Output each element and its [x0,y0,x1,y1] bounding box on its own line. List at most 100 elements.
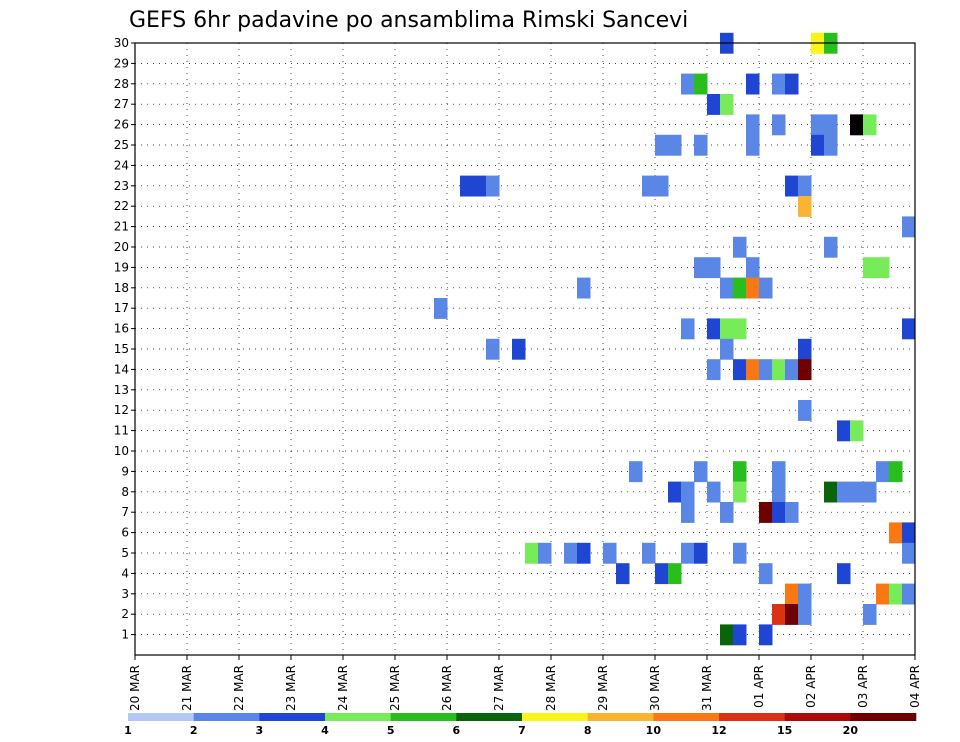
y-tick-label: 13 [114,383,129,397]
heatmap-cell [707,481,721,503]
x-axis: 20 MAR 21 MAR 22 MAR 23 MAR 24 MAR 25 MAR 26 M… [128,655,922,711]
heatmap-cell [785,175,799,197]
heatmap-cell [889,522,903,544]
heatmap-cell [785,73,799,95]
heatmap-cell [863,114,877,136]
colorbar-label: 2 [190,724,198,737]
heatmap-cell [707,359,721,381]
heatmap-cell [655,134,669,156]
y-tick-label: 24 [114,158,129,172]
colorbar: 1 2 3 4 5 6 7 8 10 12 15 20 [124,713,917,737]
y-tick-label: 29 [114,56,129,70]
heatmap-cell [733,359,747,381]
heatmap-cell [902,583,916,605]
heatmap-cell [694,73,708,95]
heatmap-cell [759,277,773,299]
x-tick-label: 29 MAR [596,665,610,711]
heatmap-cell [863,604,877,625]
y-tick-label: 19 [114,260,129,274]
heatmap-cell [876,461,890,483]
y-tick-label: 22 [114,199,129,213]
heatmap-cell [785,359,799,381]
heatmap-cell [772,114,786,136]
heatmap-cell [746,73,760,95]
colorbar-swatch [653,713,720,721]
heatmap-cell [681,542,695,564]
heatmap-cell [850,114,864,136]
heatmap-cell [707,257,721,279]
y-tick-label: 7 [121,505,129,519]
heatmap-cell [668,481,682,503]
y-axis: 1234567891011121314151617181920212223242… [114,36,135,642]
y-tick-label: 15 [114,342,129,356]
heatmap-cell [564,542,578,564]
x-tick-label: 22 MAR [232,665,246,711]
heatmap-cell [837,481,851,503]
heatmap-cell [850,481,864,503]
heatmap-cell [694,461,708,483]
colorbar-swatch [784,713,851,721]
colorbar-swatch [193,713,260,721]
heatmap-cell [824,114,838,136]
heatmap-cell [681,481,695,503]
heatmap-cell [577,542,591,564]
heatmap-cell [655,175,669,197]
colorbar-swatch [850,713,917,721]
heatmap-cell [759,502,773,523]
heatmap-cell [460,175,474,197]
heatmap-cell [720,624,734,646]
heatmap-cell [720,318,734,340]
heatmap-cell [759,563,773,585]
heatmap-cell [902,522,916,544]
heatmap-cell [850,420,864,442]
heatmap-cell [772,359,786,381]
heatmap-cell [746,114,760,136]
heatmap-cell [642,175,656,197]
colorbar-label: 15 [777,724,792,737]
heatmap-cell [694,257,708,279]
heatmap-cell [798,583,812,605]
heatmap-cell [798,400,812,421]
colorbar-swatch [456,713,523,721]
colorbar-label: 5 [387,724,395,737]
heatmap-cell [681,318,695,340]
y-tick-label: 9 [121,464,129,478]
heatmap-cell [837,420,851,442]
y-tick-label: 6 [121,526,129,540]
chart-title: GEFS 6hr padavine po ansamblima Rimski S… [129,8,688,33]
heatmap-cell [486,338,500,360]
heatmap-cell [746,277,760,299]
heatmap-cell [811,134,825,156]
y-tick-label: 16 [114,322,129,336]
colorbar-swatch [325,713,391,721]
x-tick-label: 31 MAR [700,665,714,711]
x-tick-label: 04 APR [908,665,922,708]
colorbar-swatch [587,713,654,721]
heatmap-cell [720,94,734,115]
heatmap-cell [720,502,734,523]
heatmap-cell [694,134,708,156]
heatmap-cell [720,277,734,299]
heatmap-cell [733,318,747,340]
y-tick-label: 11 [114,424,129,438]
heatmap-cell [902,318,916,340]
x-tick-label: 28 MAR [544,665,558,711]
colorbar-label: 4 [321,724,329,737]
x-tick-label: 21 MAR [180,665,194,711]
heatmap-cell [681,502,695,523]
y-tick-label: 1 [121,628,129,642]
colorbar-label: 20 [843,724,859,737]
y-tick-label: 8 [121,485,129,499]
heatmap-cell [577,277,591,299]
y-tick-label: 20 [114,240,129,254]
colorbar-label: 10 [646,724,662,737]
x-tick-label: 25 MAR [388,665,402,711]
heatmap-cell [837,563,851,585]
y-tick-label: 27 [114,97,129,111]
y-tick-label: 26 [114,118,129,132]
heatmap-cell [707,318,721,340]
heatmap-cell [720,338,734,360]
heatmap-cell [616,563,630,585]
y-tick-label: 4 [121,566,129,580]
y-tick-label: 28 [114,77,129,91]
